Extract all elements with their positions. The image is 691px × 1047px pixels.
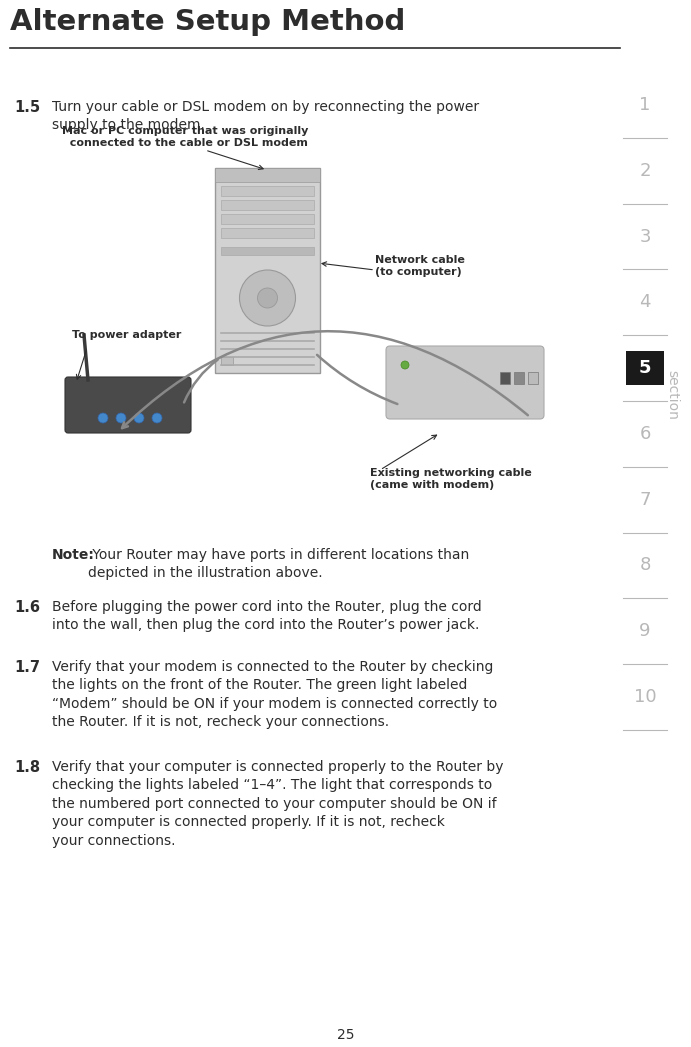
Bar: [514, 372, 524, 384]
Text: Verify that your modem is connected to the Router by checking
the lights on the : Verify that your modem is connected to t…: [52, 660, 498, 729]
Text: Before plugging the power cord into the Router, plug the cord
into the wall, the: Before plugging the power cord into the …: [52, 600, 482, 632]
Text: Note:: Note:: [52, 548, 95, 562]
Text: 5: 5: [638, 359, 651, 377]
FancyBboxPatch shape: [215, 168, 320, 373]
Circle shape: [98, 413, 108, 423]
Text: 9: 9: [639, 622, 651, 641]
Text: Existing networking cable
(came with modem): Existing networking cable (came with mod…: [370, 468, 532, 490]
Bar: [221, 186, 314, 196]
Text: Verify that your computer is connected properly to the Router by
checking the li: Verify that your computer is connected p…: [52, 760, 504, 848]
Bar: [221, 228, 314, 238]
Bar: [626, 351, 664, 385]
Bar: [500, 372, 510, 384]
Bar: [221, 357, 233, 365]
Text: Your Router may have ports in different locations than
depicted in the illustrat: Your Router may have ports in different …: [88, 548, 469, 580]
Bar: [221, 214, 314, 224]
Bar: [215, 168, 320, 182]
Bar: [221, 247, 314, 255]
FancyBboxPatch shape: [386, 346, 544, 419]
Text: 1: 1: [639, 96, 651, 114]
Text: 1.8: 1.8: [14, 760, 40, 775]
Text: 8: 8: [639, 557, 651, 575]
Bar: [221, 200, 314, 210]
Text: To power adapter: To power adapter: [72, 330, 181, 340]
Text: Turn your cable or DSL modem on by reconnecting the power
supply to the modem.: Turn your cable or DSL modem on by recon…: [52, 101, 479, 132]
Text: section: section: [665, 370, 679, 420]
Circle shape: [401, 361, 409, 369]
Bar: [528, 372, 538, 384]
FancyBboxPatch shape: [65, 377, 191, 433]
Text: Network cable
(to computer): Network cable (to computer): [375, 255, 465, 277]
Text: 1.5: 1.5: [14, 101, 40, 115]
Text: 7: 7: [639, 491, 651, 509]
Circle shape: [116, 413, 126, 423]
Text: Alternate Setup Method: Alternate Setup Method: [10, 8, 406, 36]
Text: 10: 10: [634, 688, 656, 706]
Text: 25: 25: [337, 1028, 354, 1042]
Text: 3: 3: [639, 227, 651, 245]
Circle shape: [258, 288, 278, 308]
Text: 1.6: 1.6: [14, 600, 40, 615]
Text: 4: 4: [639, 293, 651, 311]
Circle shape: [152, 413, 162, 423]
Text: 6: 6: [639, 425, 651, 443]
Circle shape: [240, 270, 296, 326]
Text: 1.7: 1.7: [14, 660, 40, 675]
Text: Mac or PC computer that was originally
  connected to the cable or DSL modem: Mac or PC computer that was originally c…: [61, 126, 308, 148]
Circle shape: [134, 413, 144, 423]
Text: 2: 2: [639, 161, 651, 180]
